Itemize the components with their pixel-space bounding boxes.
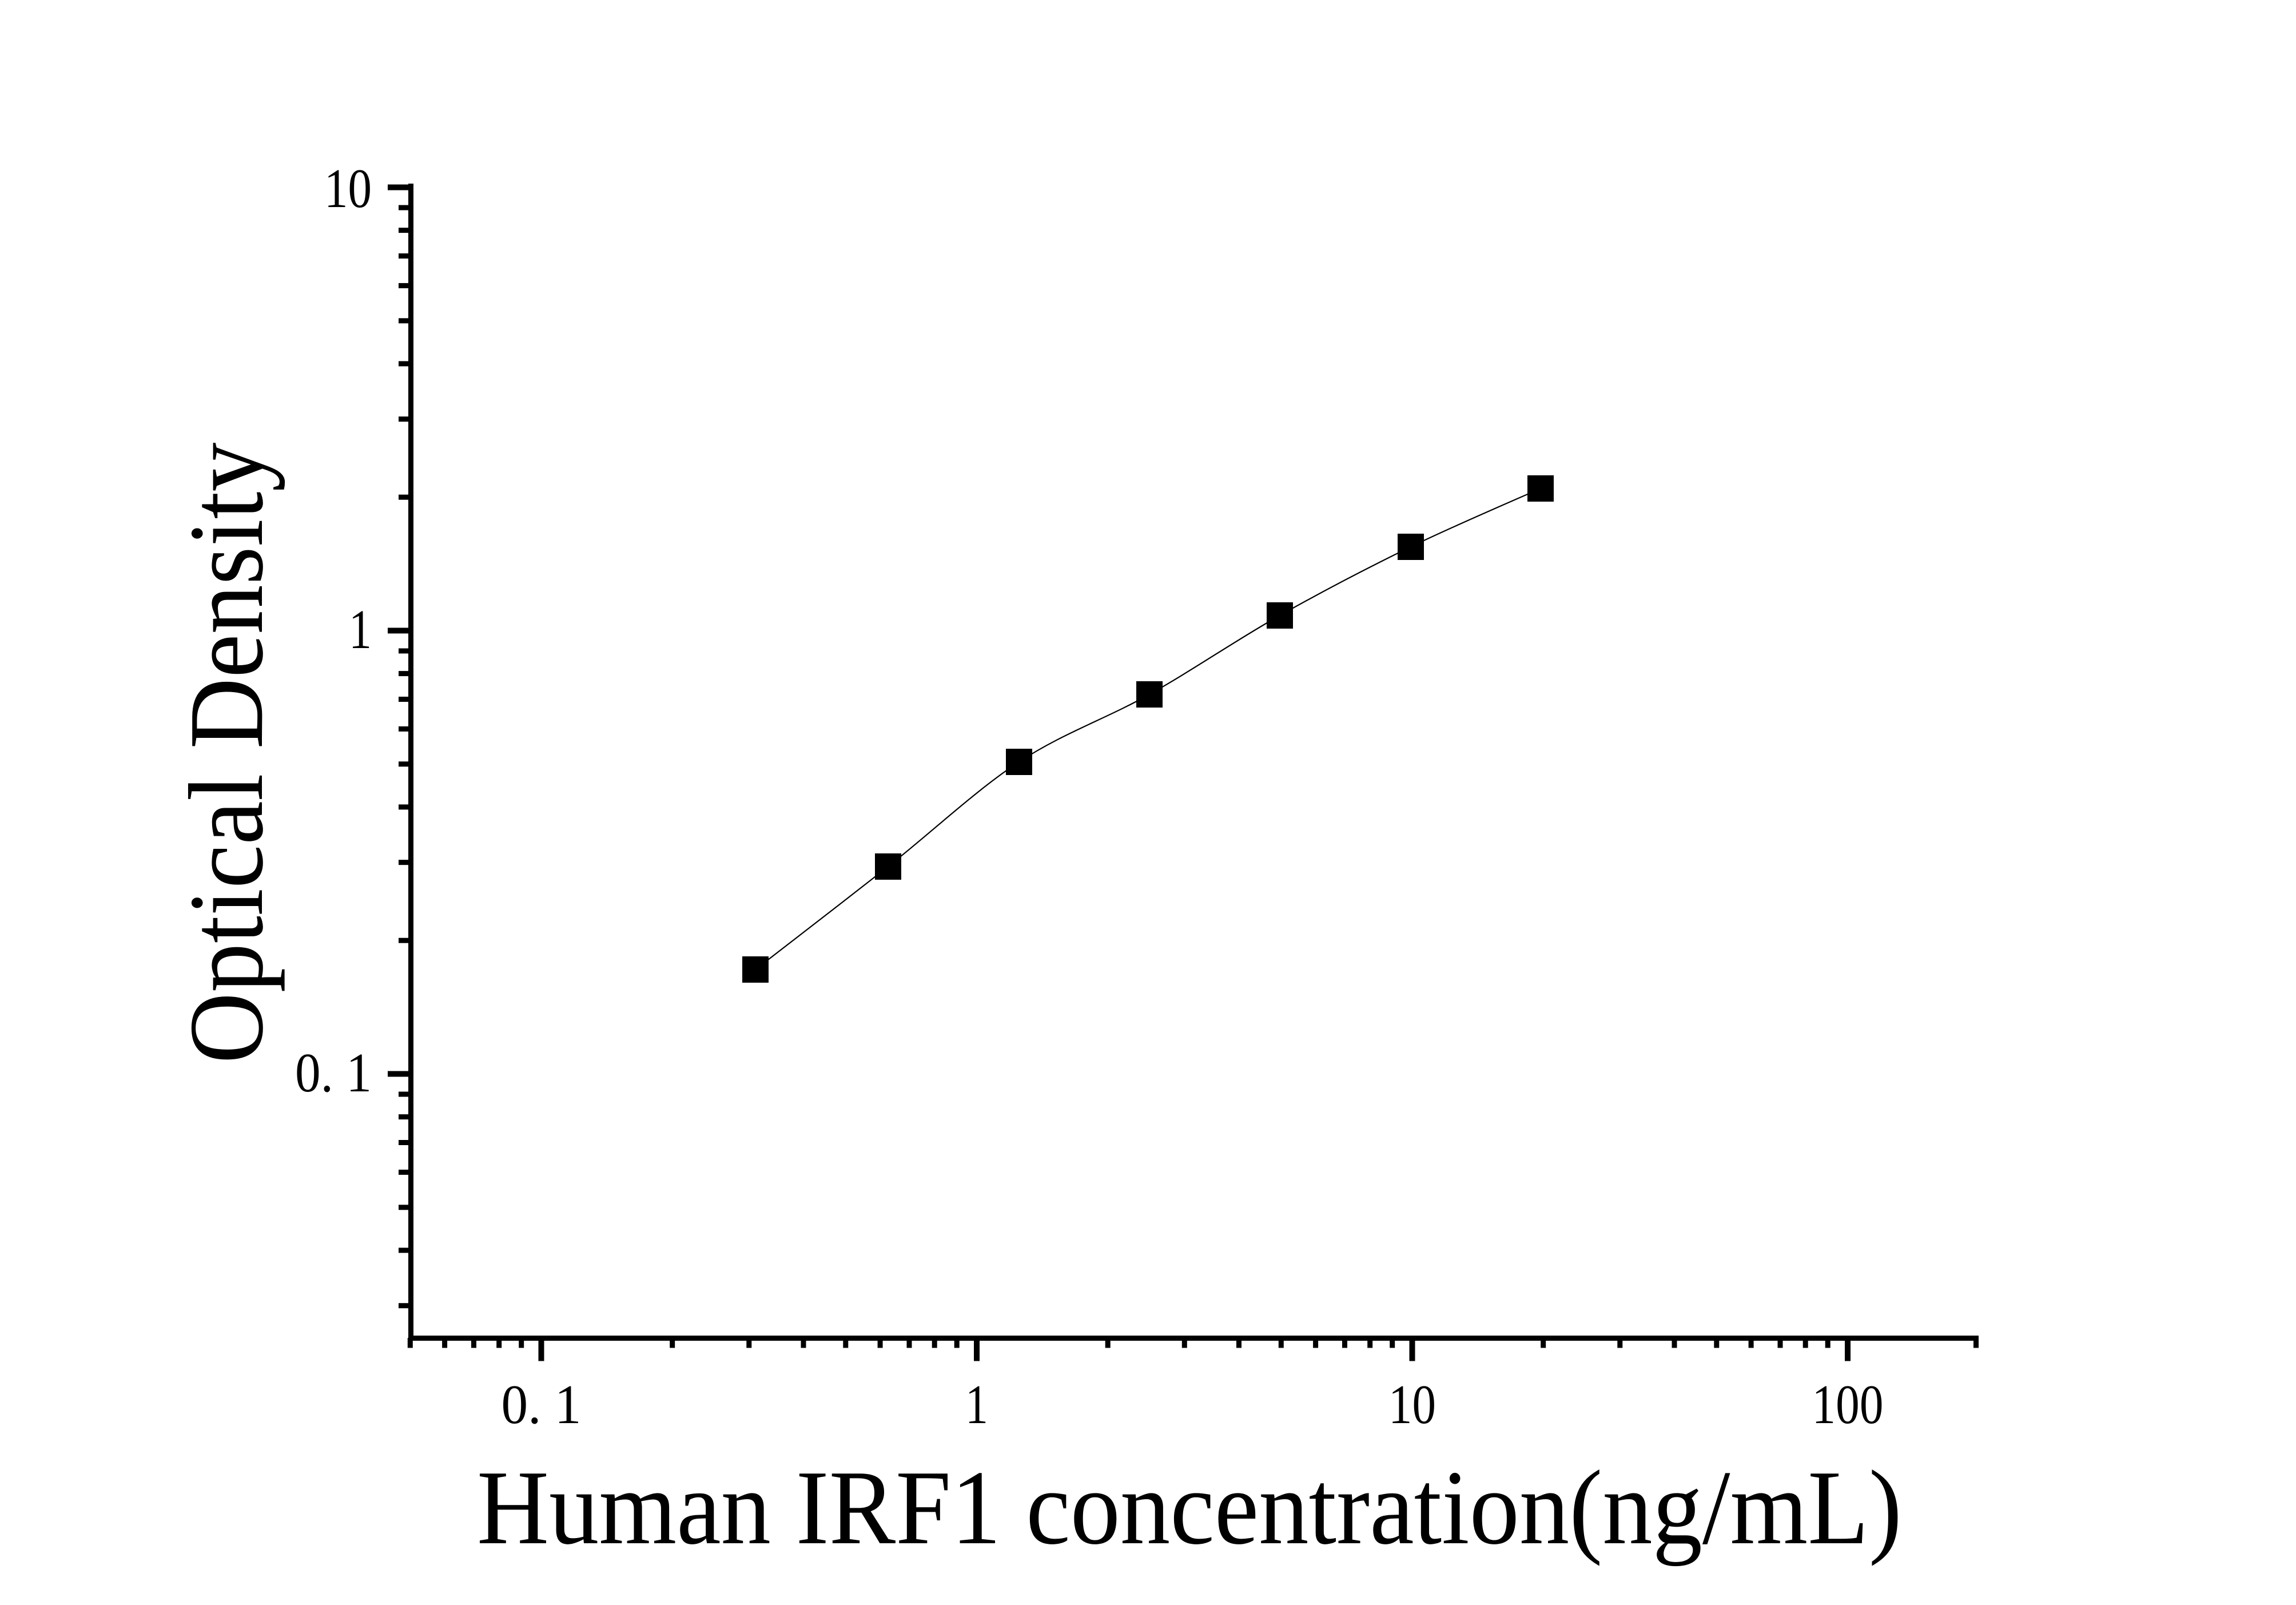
svg-text:Optical Density: Optical Density — [168, 443, 285, 1064]
svg-text:100: 100 — [1812, 1374, 1884, 1436]
svg-text:0. 1: 0. 1 — [502, 1374, 582, 1436]
svg-text:Human IRF1 concentration(ng/mL: Human IRF1 concentration(ng/mL) — [477, 1449, 1902, 1567]
svg-text:10: 10 — [324, 158, 372, 220]
svg-text:0. 1: 0. 1 — [295, 1042, 372, 1104]
svg-text:10: 10 — [1388, 1374, 1436, 1436]
svg-text:1: 1 — [965, 1374, 988, 1436]
svg-text:1: 1 — [349, 599, 372, 661]
